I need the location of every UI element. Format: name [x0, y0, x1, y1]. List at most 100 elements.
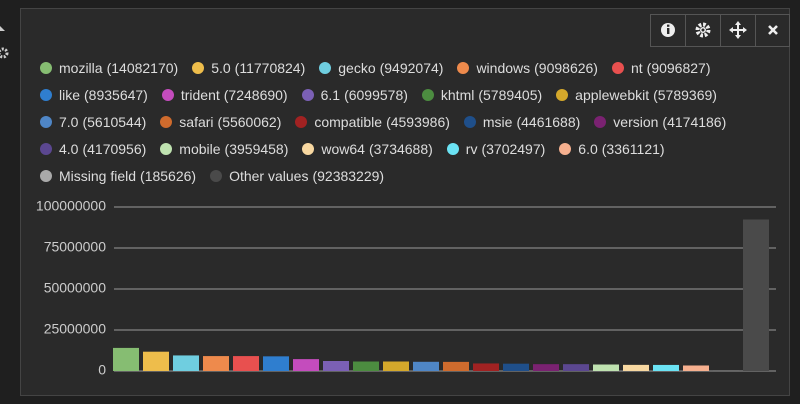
legend-label: Other values: [229, 167, 309, 184]
legend-value: (11770824): [234, 59, 306, 76]
legend-swatch: [457, 61, 470, 74]
legend-label: khtml: [440, 86, 475, 103]
legend-swatch: [161, 88, 174, 101]
y-tick-label: 50000000: [44, 280, 107, 296]
legend-swatch: [421, 88, 434, 101]
move-button[interactable]: [729, 21, 747, 39]
legend-swatch: [295, 115, 308, 128]
legend-label: trident: [180, 86, 220, 103]
legend-item: 4.0 (4170956): [40, 139, 146, 158]
legend-item: gecko (9492074): [319, 58, 443, 77]
y-tick-label: 75000000: [44, 239, 107, 255]
legend-value: (5789405): [478, 86, 543, 103]
bar: [563, 364, 589, 371]
collapse-icon[interactable]: [0, 26, 5, 31]
legend-swatch: [319, 61, 332, 74]
bar: [173, 355, 199, 371]
legend-value: (4593986): [386, 113, 450, 130]
legend-item: khtml (5789405): [421, 85, 543, 104]
legend-item: msie (4461688): [463, 112, 581, 131]
y-tick-label: 25000000: [44, 321, 107, 337]
legend-label: Missing field: [59, 167, 137, 184]
legend-label: msie: [482, 113, 513, 130]
legend-swatch: [446, 142, 459, 155]
legend-item: like (8935647): [40, 85, 148, 104]
legend-item: wow64 (3734688): [302, 139, 433, 158]
legend-value: (3702497): [481, 140, 546, 157]
legend-label: 6.1: [320, 86, 341, 103]
legend-swatch: [559, 142, 572, 155]
bar: [413, 361, 439, 371]
legend-label: wow64: [321, 140, 365, 157]
legend-label: compatible: [314, 113, 383, 130]
legend-item: safari (5560062): [160, 112, 281, 131]
legend-value: (5560062): [217, 113, 282, 130]
legend: mozilla (14082170) 5.0 (11770824) gecko (9492…: [40, 58, 780, 185]
legend-label: mozilla: [59, 59, 103, 76]
legend-swatch: [594, 115, 607, 128]
legend-swatch: [160, 115, 173, 128]
legend-value: (4170956): [82, 140, 147, 157]
legend-swatch: [301, 88, 314, 101]
legend-swatch: [556, 88, 569, 101]
legend-label: nt: [630, 59, 643, 76]
bar: [233, 356, 259, 371]
legend-swatch: [463, 115, 476, 128]
legend-item: applewebkit (5789369): [556, 85, 717, 104]
bar: [113, 347, 139, 371]
legend-swatch: [192, 61, 205, 74]
bar: [293, 359, 319, 371]
legend-item: nt (9096827): [611, 58, 710, 77]
legend-value: (14082170): [106, 59, 179, 76]
settings-button[interactable]: [695, 22, 711, 38]
legend-value: (3959458): [224, 140, 289, 157]
legend-value: (4461688): [516, 113, 581, 130]
legend-label: 4.0: [59, 140, 79, 157]
legend-value: (92383229): [312, 167, 385, 184]
legend-item: windows (9098626): [457, 58, 598, 77]
legend-swatch: [40, 142, 52, 155]
legend-label: gecko: [338, 59, 376, 76]
legend-label: 6.0: [578, 140, 598, 157]
legend-swatch: [40, 88, 52, 101]
legend-label: 5.0: [211, 59, 231, 76]
bar: [503, 363, 529, 371]
y-tick-label: 0: [98, 362, 106, 378]
legend-swatch: [40, 61, 52, 74]
legend-value: (5610544): [82, 113, 147, 130]
bar: [323, 360, 349, 371]
legend-label: like: [59, 86, 81, 103]
bar: [623, 364, 649, 371]
panel: [20, 8, 790, 396]
bar: [263, 356, 289, 371]
legend-value: (7248690): [223, 86, 288, 103]
toolbar: [650, 14, 790, 47]
bar: [743, 219, 769, 371]
legend-value: (6099578): [344, 86, 408, 103]
legend-value: (9098626): [534, 59, 598, 76]
legend-item: trident (7248690): [161, 85, 288, 104]
legend-swatch: [611, 61, 624, 74]
legend-value: (185626): [140, 167, 197, 184]
legend-item: 6.1 (6099578): [301, 85, 408, 104]
settings-icon[interactable]: [0, 47, 9, 59]
bar: [473, 363, 499, 371]
legend-item: compatible (4593986): [295, 112, 450, 131]
legend-value: (8935647): [84, 86, 148, 103]
bar: [443, 361, 469, 371]
legend-item: version (4174186): [594, 112, 726, 131]
bar: [143, 351, 169, 371]
legend-swatch: [302, 142, 315, 155]
info-button[interactable]: [661, 23, 675, 37]
legend-value: (3361121): [601, 140, 665, 157]
bar: [593, 364, 619, 371]
bar: [683, 365, 709, 371]
legend-label: applewebkit: [575, 86, 650, 103]
legend-item: mobile (3959458): [160, 139, 288, 158]
legend-label: rv: [465, 140, 478, 157]
bar: [353, 361, 379, 371]
legend-swatch: [160, 142, 173, 155]
close-button[interactable]: [768, 25, 778, 35]
